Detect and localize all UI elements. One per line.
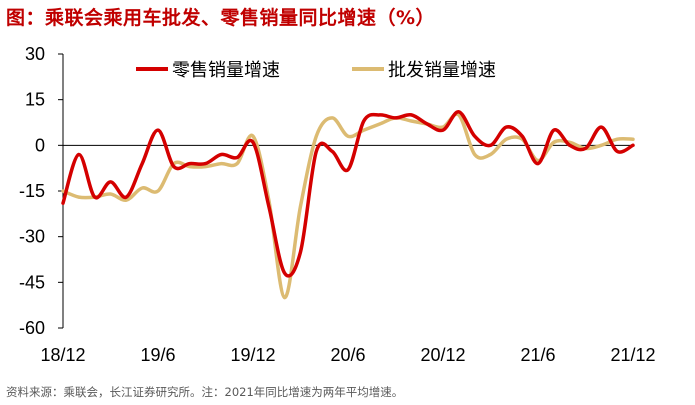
- series-lines: [61, 110, 635, 300]
- legend: 零售销量增速 批发销量增速: [136, 60, 496, 81]
- legend-wholesale-label: 批发销量增速: [388, 60, 496, 81]
- x-tick-label: 19/12: [230, 345, 275, 365]
- y-tick-label: 30: [25, 44, 45, 64]
- x-tick-label: 21/6: [520, 345, 555, 365]
- x-tick-label: 20/12: [420, 345, 465, 365]
- y-tick-label: -45: [19, 272, 45, 292]
- source-note: 资料来源：乘联会，长江证券研究所。注：2021年同比增速为两年平均增速。: [6, 385, 404, 399]
- chart-title: 图：乘联会乘用车批发、零售销量同比增速（%）: [6, 7, 436, 29]
- y-tick-label: 15: [25, 90, 45, 110]
- x-tick-label: 21/12: [610, 345, 655, 365]
- x-tick-label: 19/6: [140, 345, 175, 365]
- x-tick-label: 20/6: [330, 345, 365, 365]
- y-tick-label: 0: [35, 135, 45, 155]
- y-tick-label: -15: [19, 181, 45, 201]
- series-line-retail: [61, 110, 635, 278]
- axes: 30 15 0 -15 -30 -45 -60 18/12 19/6 19/12 20/6 20/12…: [19, 44, 656, 365]
- series-line-wholesale: [61, 112, 635, 300]
- y-tick-label: -60: [19, 318, 45, 338]
- legend-retail-label: 零售销量增速: [172, 60, 280, 81]
- y-tick-label: -30: [19, 227, 45, 247]
- x-tick-label: 18/12: [40, 345, 85, 365]
